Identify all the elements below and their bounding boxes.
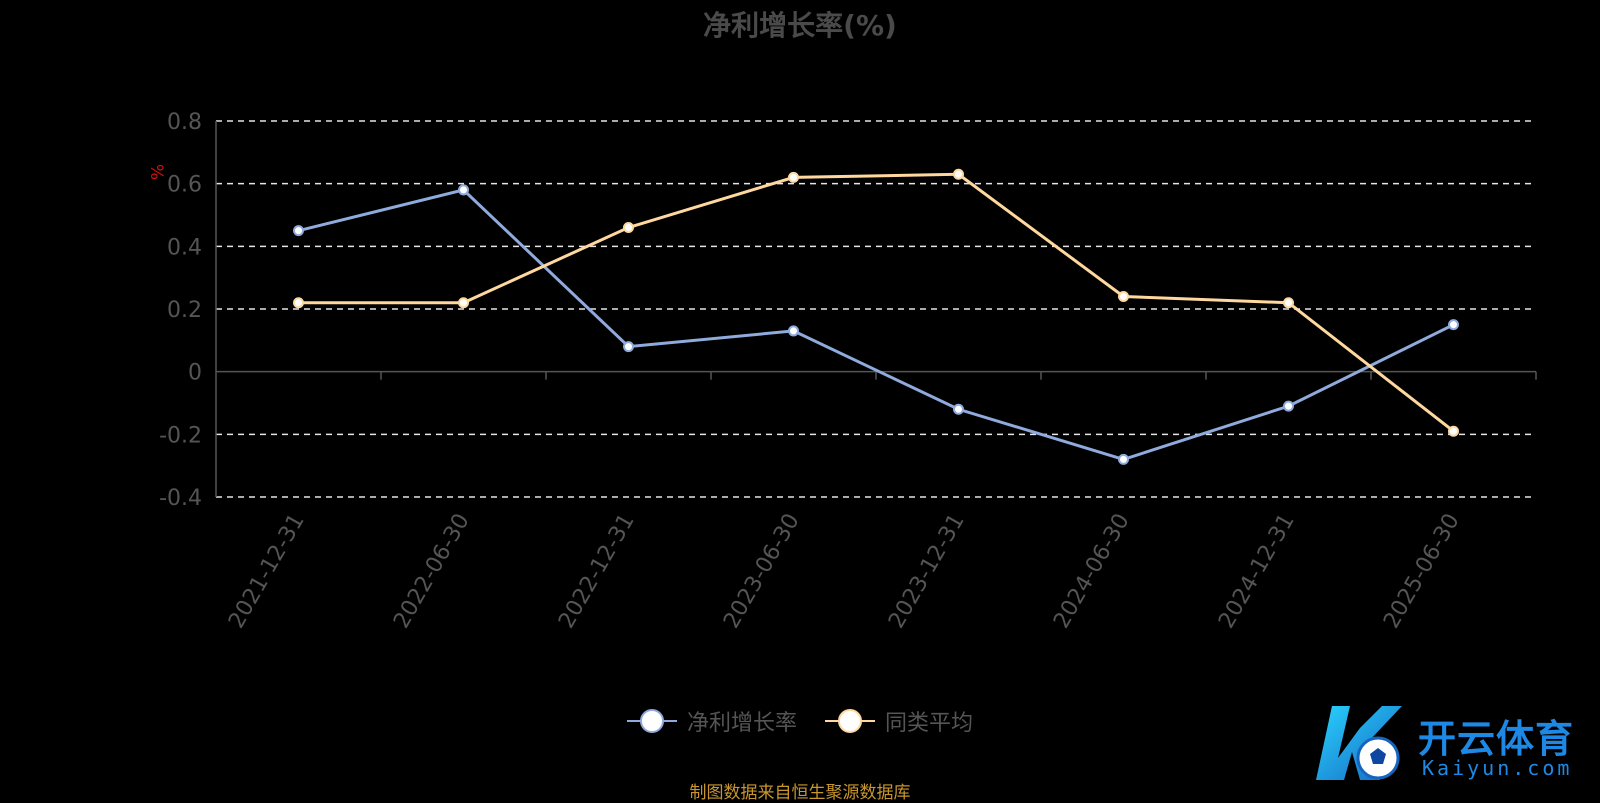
legend: 净利增长率 同类平均 — [0, 705, 1600, 737]
y-tick-label: 0.2 — [167, 298, 202, 323]
y-tick-label: 0 — [188, 361, 202, 386]
legend-label: 同类平均 — [885, 711, 974, 736]
x-axis-ticks: 2021-12-31 2022-06-30 2022-12-31 2023-06-30… — [224, 510, 1465, 633]
kaiyun-k-logo-icon — [1316, 706, 1402, 780]
x-tick-label: 2021-12-31 — [224, 510, 310, 633]
data-point — [293, 297, 304, 309]
y-tick-label: 0.8 — [167, 110, 202, 135]
series-group — [293, 168, 1459, 465]
chart-title: 净利增长率(%) — [703, 9, 897, 42]
data-point — [1448, 425, 1459, 437]
data-point — [1283, 400, 1294, 412]
x-tick-label: 2022-12-31 — [554, 510, 640, 633]
logo-name-en: Kaiyun.com — [1422, 756, 1573, 780]
logo-name-cn: 开云体育 — [1418, 717, 1575, 761]
data-point — [623, 222, 634, 234]
y-tick-label: -0.4 — [159, 486, 202, 511]
series-1 — [293, 184, 1459, 465]
legend-item-peer-average[interactable]: 同类平均 — [825, 705, 973, 737]
data-point — [293, 225, 304, 237]
grid-lines — [216, 120, 1536, 498]
data-point — [788, 171, 799, 183]
series-line — [298, 188, 1455, 461]
y-tick-label: -0.2 — [159, 423, 202, 448]
x-tick-label: 2023-12-31 — [884, 510, 970, 633]
data-point — [953, 168, 964, 180]
x-tick-label: 2024-06-30 — [1049, 510, 1135, 633]
data-point — [788, 325, 799, 337]
data-point — [1448, 319, 1459, 331]
series-line — [298, 172, 1455, 433]
x-tick-label: 2023-06-30 — [719, 510, 805, 633]
x-tick-label: 2022-06-30 — [389, 510, 475, 633]
data-point — [953, 403, 964, 415]
data-point — [1118, 290, 1129, 302]
data-point — [1118, 453, 1129, 465]
x-tick-label: 2025-06-30 — [1379, 510, 1465, 633]
legend-label: 净利增长率 — [686, 711, 797, 736]
y-tick-label: 0.4 — [167, 235, 202, 260]
data-point — [623, 341, 634, 353]
y-tick-label: 0.6 — [167, 173, 202, 198]
legend-marker-icon — [825, 707, 875, 735]
data-point — [1283, 297, 1294, 309]
x-tick-label: 2024-12-31 — [1214, 510, 1300, 633]
data-point — [458, 297, 469, 309]
source-note: 制图数据来自恒生聚源数据库 — [689, 783, 911, 803]
brand-logo: 开云体育 Kaiyun.com — [1310, 698, 1590, 788]
legend-marker-icon — [626, 707, 677, 735]
y-axis-unit-label: % — [146, 163, 167, 181]
data-point — [458, 184, 469, 196]
legend-item-net-profit-growth[interactable]: 净利增长率 — [626, 705, 797, 737]
y-axis-ticks: 0.8 0.6 0.4 0.2 0 -0.2 -0.4 — [159, 110, 202, 511]
series-2 — [293, 168, 1459, 437]
